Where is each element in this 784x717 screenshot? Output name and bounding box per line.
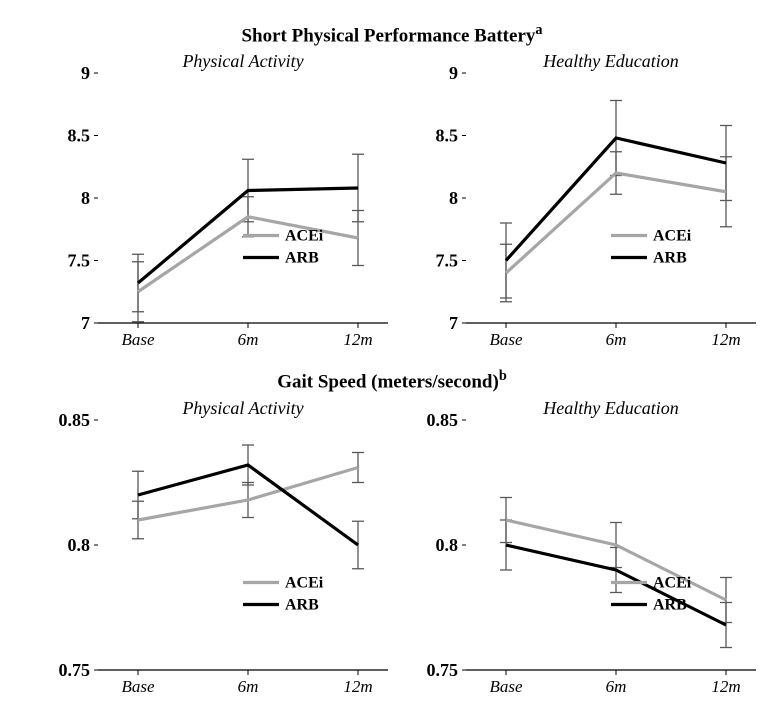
x-tick-label: 6m [606, 330, 627, 349]
row1-title-text: Short Physical Performance Battery [241, 25, 535, 46]
legend-label-acei: ACEi [653, 228, 692, 245]
y-tick-label: 8.5 [68, 126, 91, 146]
row2-title: Gait Speed (meters/second)b [8, 368, 776, 393]
figure: Short Physical Performance Batterya Phys… [8, 22, 776, 705]
y-tick-label: 9 [449, 63, 458, 83]
chart-panel: Healthy Education 0.75 0.8 0.85 Base 6m 12m ACE… [396, 394, 756, 700]
panel-subtitle: Healthy Education [542, 51, 678, 71]
legend-label-acei: ACEi [653, 574, 692, 591]
legend-label-arb: ARB [653, 250, 687, 267]
legend-label-acei: ACEi [285, 228, 324, 245]
chart-panel-wrapper: Healthy Education 7 7.5 8 8.5 9 Base 6m 12m ACEi A… [396, 47, 756, 358]
row1-charts: Physical Activity 7 7.5 8 8.5 9 Base 6m 12m ACEi A… [8, 47, 776, 358]
legend-label-arb: ARB [653, 596, 687, 613]
legend-label-arb: ARB [285, 596, 319, 613]
x-tick-label: Base [489, 330, 523, 349]
y-tick-label: 8 [449, 188, 458, 208]
y-tick-label: 8.5 [436, 126, 459, 146]
chart-panel-wrapper: Healthy Education 0.75 0.8 0.85 Base 6m 12m ACE… [396, 394, 756, 705]
row1-sup: a [535, 22, 542, 38]
panel-subtitle: Physical Activity [181, 51, 303, 71]
y-tick-label: 0.8 [436, 535, 459, 555]
chart-panel: Physical Activity 0.75 0.8 0.85 Base 6m 12m ACE… [28, 394, 388, 700]
panel-subtitle: Healthy Education [542, 398, 678, 418]
row2-title-text: Gait Speed (meters/second) [277, 372, 499, 393]
y-tick-label: 0.85 [427, 410, 459, 430]
legend-label-arb: ARB [285, 250, 319, 267]
row1-title: Short Physical Performance Batterya [8, 22, 776, 47]
x-tick-label: Base [489, 677, 523, 696]
y-tick-label: 9 [81, 63, 90, 83]
chart-panel-wrapper: Physical Activity 0.75 0.8 0.85 Base 6m 12m ACE… [28, 394, 388, 705]
y-tick-label: 7 [449, 313, 458, 333]
x-tick-label: 12m [711, 330, 740, 349]
x-tick-label: 12m [343, 677, 372, 696]
y-tick-label: 7 [81, 313, 90, 333]
x-tick-label: Base [121, 330, 155, 349]
row2-sup: b [499, 368, 507, 384]
x-tick-label: 6m [606, 677, 627, 696]
row2-charts: Physical Activity 0.75 0.8 0.85 Base 6m 12m ACE… [8, 394, 776, 705]
y-tick-label: 7.5 [436, 251, 459, 271]
x-tick-label: 6m [238, 677, 259, 696]
y-tick-label: 8 [81, 188, 90, 208]
x-tick-label: 12m [343, 330, 372, 349]
x-tick-label: Base [121, 677, 155, 696]
legend-label-acei: ACEi [285, 574, 324, 591]
chart-panel: Physical Activity 7 7.5 8 8.5 9 Base 6m 12m ACEi A… [28, 47, 388, 353]
y-tick-label: 0.75 [427, 660, 459, 680]
x-tick-label: 12m [711, 677, 740, 696]
chart-panel-wrapper: Physical Activity 7 7.5 8 8.5 9 Base 6m 12m ACEi A… [28, 47, 388, 358]
panel-subtitle: Physical Activity [181, 398, 303, 418]
y-tick-label: 7.5 [68, 251, 91, 271]
y-tick-label: 0.8 [68, 535, 91, 555]
chart-panel: Healthy Education 7 7.5 8 8.5 9 Base 6m 12m ACEi A… [396, 47, 756, 353]
y-tick-label: 0.75 [59, 660, 91, 680]
x-tick-label: 6m [238, 330, 259, 349]
y-tick-label: 0.85 [59, 410, 91, 430]
